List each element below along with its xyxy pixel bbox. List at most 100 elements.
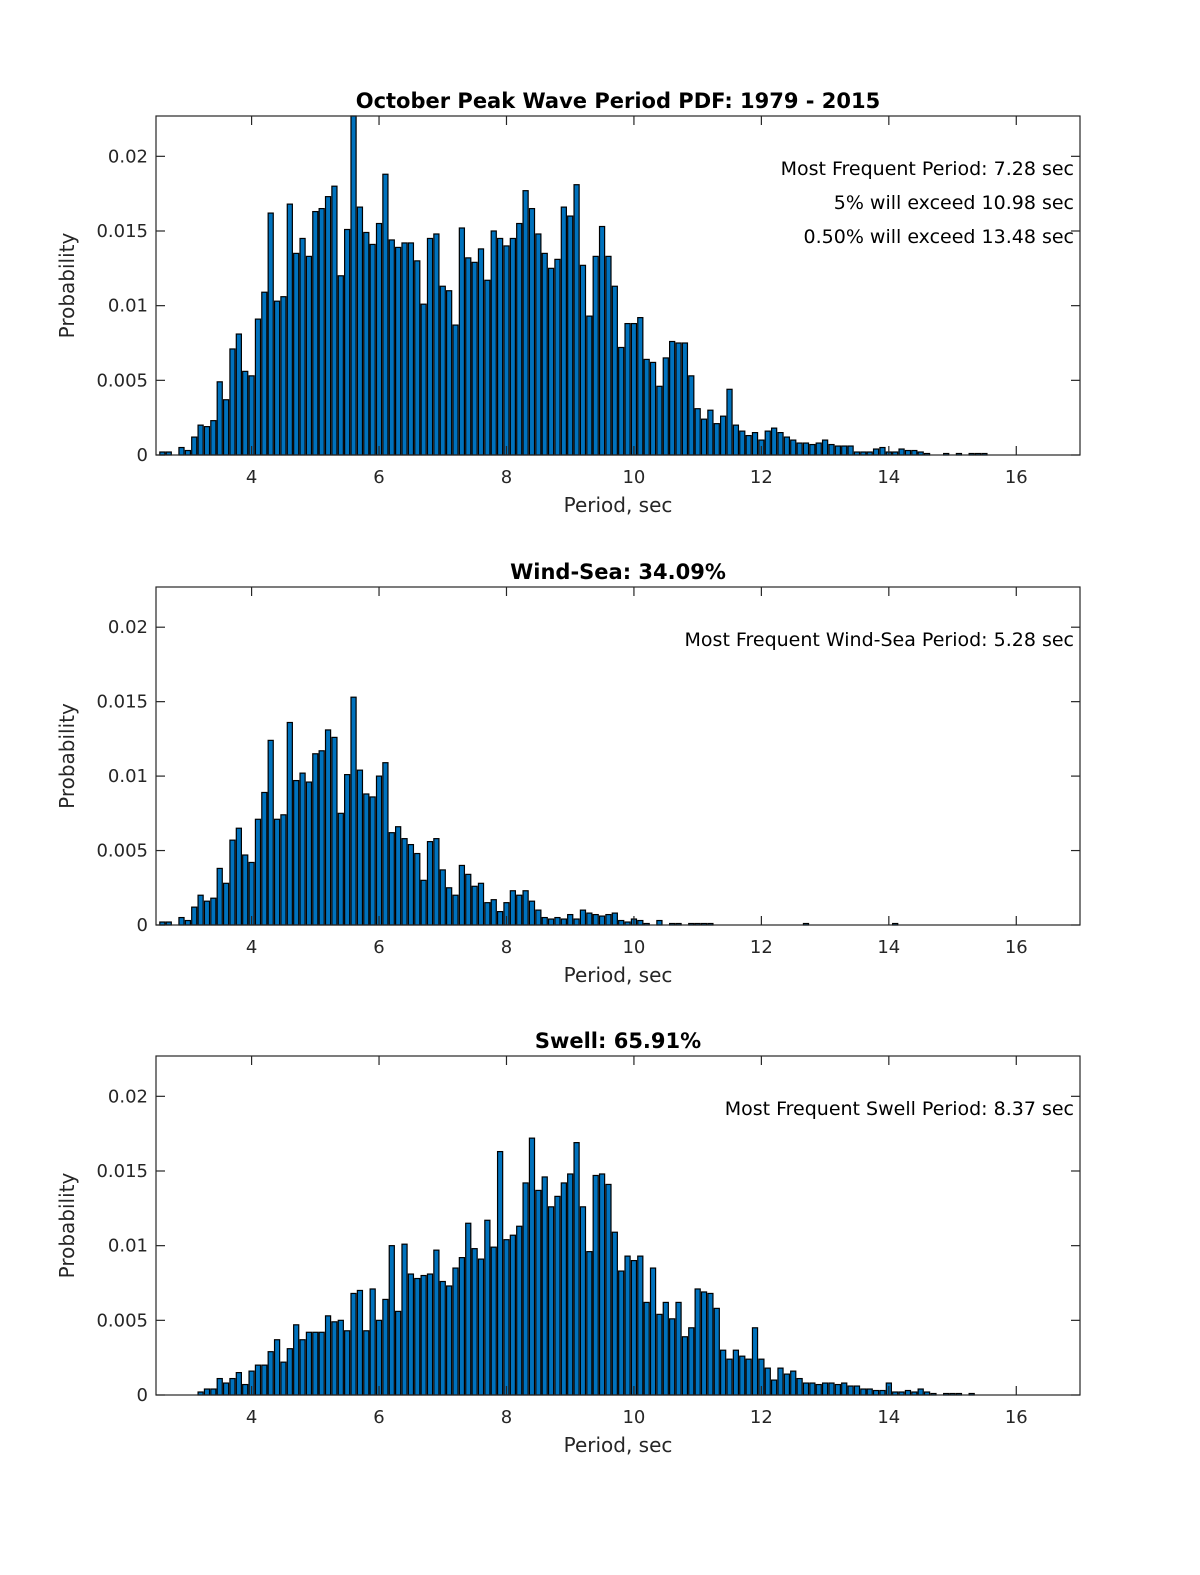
histogram-bar bbox=[395, 246, 402, 456]
x-tick-label: 4 bbox=[246, 467, 257, 488]
chart-title: Swell: 65.91% bbox=[535, 1029, 701, 1053]
histogram-bar bbox=[528, 900, 536, 926]
x-tick-label: 8 bbox=[501, 1407, 512, 1428]
histogram-bar bbox=[579, 1206, 587, 1396]
histogram-bar bbox=[554, 258, 561, 456]
histogram-bar bbox=[477, 248, 485, 456]
histogram-bar bbox=[273, 818, 281, 926]
histogram-bar bbox=[203, 900, 211, 926]
histogram-bar bbox=[605, 255, 612, 456]
histogram-bar bbox=[452, 1267, 459, 1396]
histogram-bar bbox=[426, 841, 434, 926]
histogram-bar bbox=[681, 342, 689, 456]
histogram-bar bbox=[496, 1150, 504, 1396]
annotation-text: 0.50% will exceed 13.48 sec bbox=[804, 226, 1074, 248]
histogram-bar bbox=[516, 222, 523, 456]
histogram-bar bbox=[592, 913, 599, 926]
histogram-bar bbox=[203, 1388, 211, 1396]
histogram-bar bbox=[375, 775, 383, 926]
histogram-bar bbox=[324, 196, 332, 456]
histogram-bar bbox=[222, 399, 230, 456]
histogram-bar bbox=[528, 207, 536, 456]
histogram-bar bbox=[452, 324, 459, 456]
histogram-bar bbox=[503, 245, 510, 456]
histogram-bar bbox=[305, 781, 313, 926]
histogram-bar bbox=[828, 1382, 835, 1396]
histogram-bar bbox=[280, 814, 287, 926]
histogram-bar bbox=[496, 910, 504, 926]
histogram-bar bbox=[375, 222, 383, 456]
histogram-bar bbox=[541, 916, 548, 926]
histogram-bar bbox=[324, 1315, 332, 1396]
histogram-bar bbox=[573, 918, 580, 926]
histogram-bar bbox=[535, 1189, 542, 1396]
y-tick-label: 0.01 bbox=[108, 1236, 148, 1257]
histogram-bar bbox=[414, 852, 421, 926]
histogram-bar bbox=[273, 1339, 281, 1396]
histogram-bar bbox=[471, 885, 478, 926]
histogram-bar bbox=[293, 779, 300, 926]
histogram-bar bbox=[210, 420, 217, 456]
histogram-bar bbox=[694, 408, 701, 456]
histogram-bar bbox=[726, 388, 733, 456]
histogram-bar bbox=[318, 207, 325, 456]
histogram-bar bbox=[637, 1255, 644, 1396]
histogram-bar bbox=[554, 916, 561, 926]
histogram-bar bbox=[337, 812, 344, 926]
histogram-bar bbox=[203, 426, 211, 456]
histogram-bar bbox=[522, 1182, 529, 1396]
chart-panel-2: 4 6 8 10 12 14 16 0 0.005 0.01 0.015 0.02 Wind-Sea: … bbox=[55, 560, 1081, 987]
histogram-bar bbox=[222, 882, 230, 926]
histogram-bar bbox=[509, 237, 517, 456]
histogram-bar bbox=[369, 796, 376, 926]
x-tick-label: 10 bbox=[622, 937, 645, 958]
histogram-bar bbox=[229, 348, 236, 456]
histogram-bar bbox=[777, 1367, 784, 1396]
histogram-bar bbox=[337, 275, 344, 456]
histogram-bar bbox=[547, 1206, 555, 1396]
histogram-bar bbox=[312, 210, 319, 456]
axes-frame bbox=[155, 115, 1081, 456]
histogram-bar bbox=[649, 1267, 657, 1396]
y-tick-label: 0.005 bbox=[96, 370, 148, 391]
histogram-bar bbox=[452, 894, 459, 926]
x-axis-label: Period, sec bbox=[564, 1433, 673, 1457]
x-tick-label: 16 bbox=[1005, 937, 1028, 958]
histogram-bar bbox=[229, 1377, 236, 1396]
histogram-bar bbox=[700, 1291, 708, 1396]
histogram-bar bbox=[821, 439, 829, 456]
histogram-bar bbox=[235, 333, 242, 456]
histogram-bar bbox=[898, 448, 905, 456]
histogram-bar bbox=[407, 242, 415, 456]
histogram-bar bbox=[363, 1330, 370, 1396]
histogram-bar bbox=[445, 887, 453, 926]
histogram-bar bbox=[516, 894, 523, 926]
histogram-bar bbox=[796, 1377, 803, 1396]
histogram-bar bbox=[528, 1137, 536, 1396]
histogram-bar bbox=[318, 1331, 325, 1396]
histogram-bar bbox=[235, 827, 242, 926]
histogram-bar bbox=[872, 1389, 880, 1396]
histogram-bar bbox=[675, 1301, 682, 1396]
histogram-bar bbox=[675, 342, 682, 456]
histogram-bar bbox=[669, 1318, 676, 1396]
histogram-bar bbox=[656, 919, 663, 926]
histogram-bar bbox=[344, 1330, 351, 1396]
x-tick-label: 4 bbox=[246, 1407, 257, 1428]
histogram-bar bbox=[598, 915, 606, 926]
histogram-bar bbox=[267, 212, 274, 456]
x-tick-label: 4 bbox=[246, 937, 257, 958]
histogram-bar bbox=[280, 296, 287, 456]
histogram-bar bbox=[414, 1277, 421, 1396]
histogram-bar bbox=[618, 346, 625, 456]
histogram-bar bbox=[484, 902, 491, 926]
histogram-bar bbox=[439, 285, 446, 456]
histogram-bar bbox=[541, 1176, 548, 1396]
histogram-bar bbox=[643, 1301, 650, 1396]
histogram-bar bbox=[598, 1173, 606, 1396]
x-tick-label: 12 bbox=[750, 467, 773, 488]
histogram-bar bbox=[745, 434, 752, 456]
x-tick-label: 14 bbox=[877, 467, 900, 488]
histogram-bar bbox=[305, 1331, 313, 1396]
histogram-bar bbox=[866, 1388, 873, 1396]
